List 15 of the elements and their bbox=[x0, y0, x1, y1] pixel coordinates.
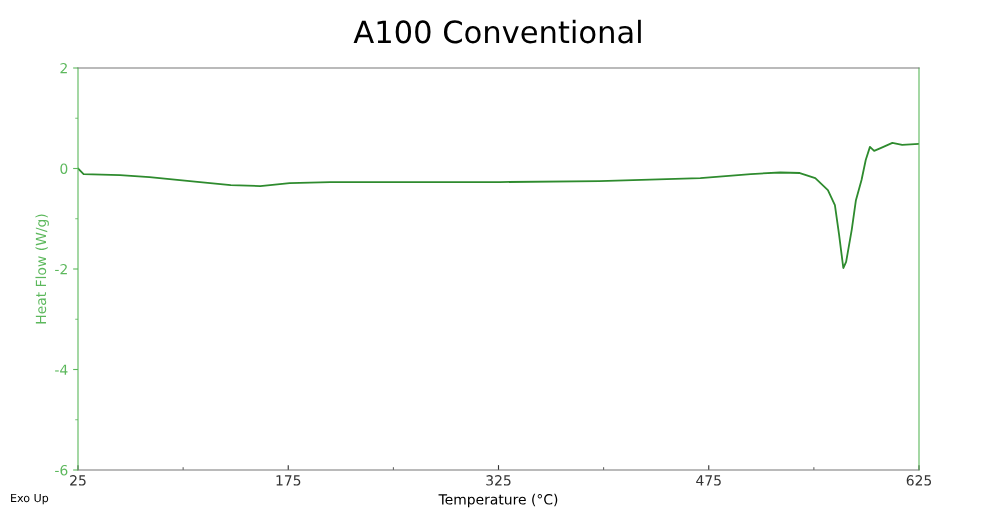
y-tick-label: -4 bbox=[55, 364, 68, 375]
x-tick-label: 625 bbox=[906, 475, 932, 486]
x-tick-label: 25 bbox=[70, 475, 86, 486]
y-tick-label: -6 bbox=[55, 464, 68, 476]
y-tick-label: 2 bbox=[60, 62, 67, 74]
text: Exo Up bbox=[11, 493, 49, 505]
x-tick-label: 325 bbox=[486, 475, 511, 486]
line-series bbox=[78, 141, 919, 269]
x-tick-label: 475 bbox=[696, 475, 721, 486]
chart-title: A100 Conventional bbox=[353, 19, 641, 44]
x-axis-title: Temperature (°C) bbox=[438, 493, 558, 508]
y-tick-label: -2 bbox=[55, 263, 67, 275]
y-tick-label: 0 bbox=[60, 163, 68, 174]
y-axis-title: Heat Flow (W/g) bbox=[35, 214, 49, 324]
x-tick-label: 175 bbox=[276, 475, 301, 486]
